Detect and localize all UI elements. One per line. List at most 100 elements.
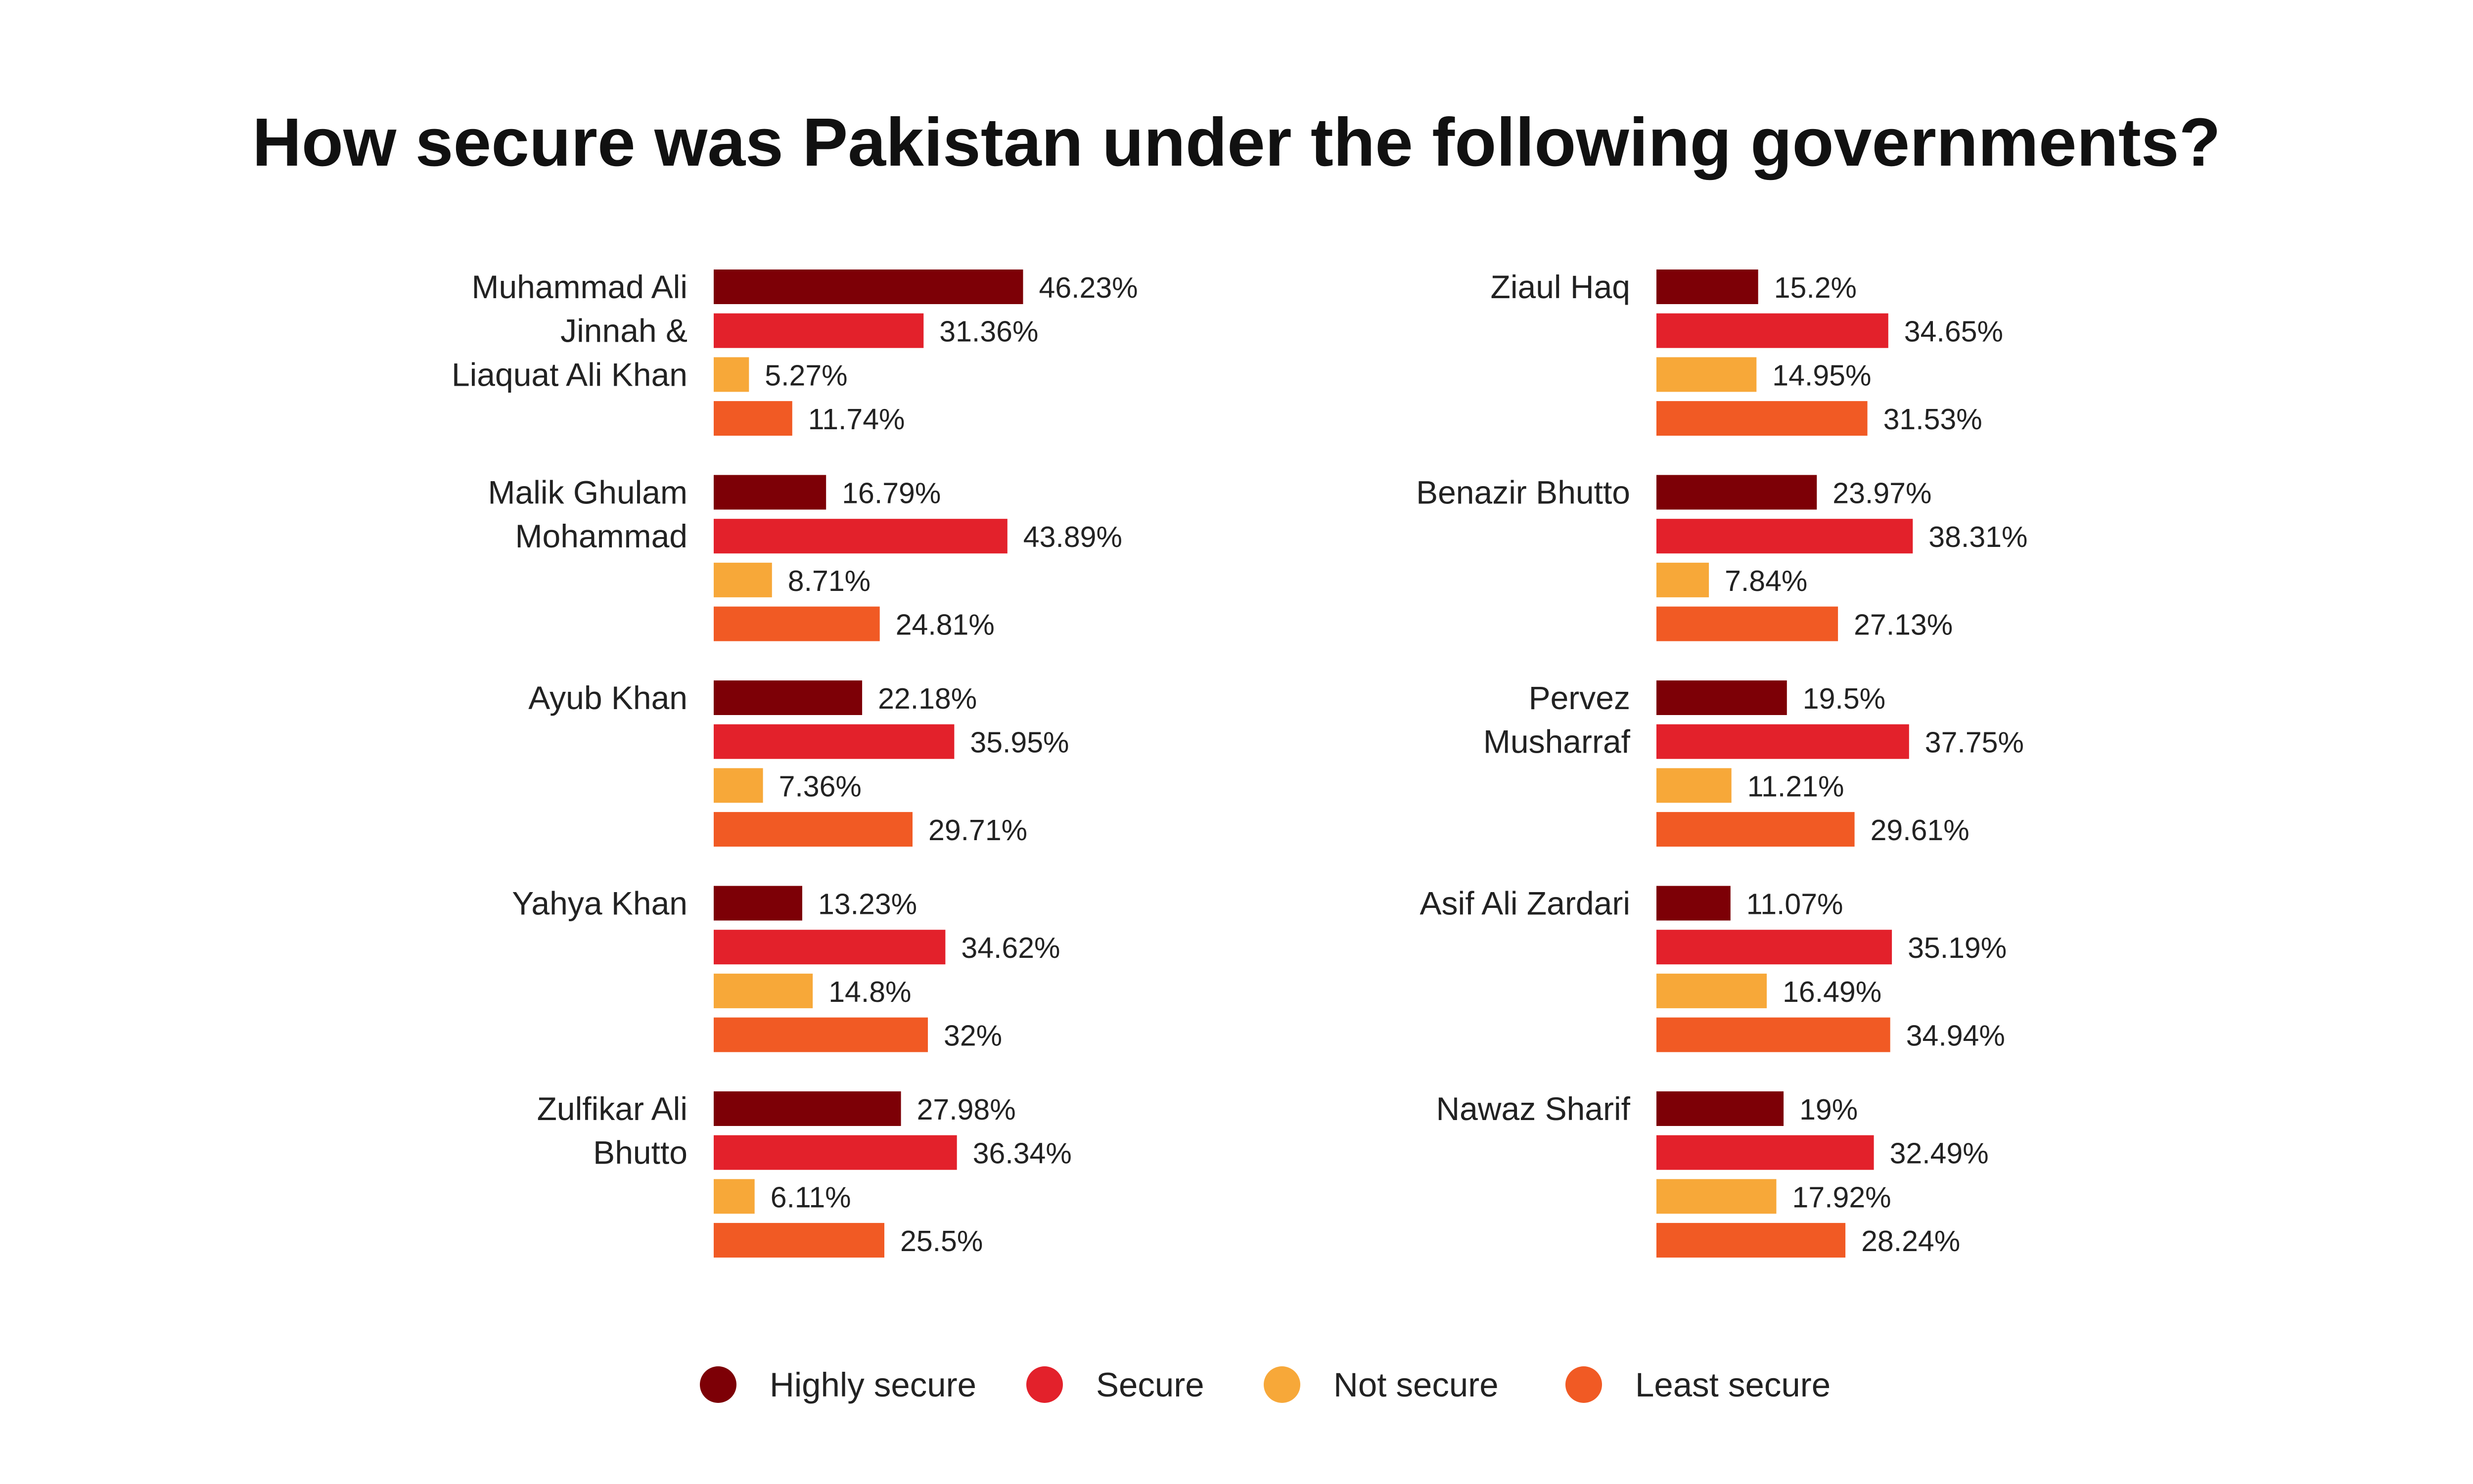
value-label: 32% [944, 1020, 1002, 1052]
bar-not-secure [714, 1179, 755, 1214]
bar-secure [1656, 313, 1888, 348]
category-label: Muhammad Ali [471, 269, 687, 305]
bar-secure [714, 724, 955, 759]
category-label: Ziaul Haq [1491, 269, 1630, 305]
group-asif-ali-zardari: Asif Ali Zardari 11.07% 35.19% 16.49% 34.94% [1420, 885, 2007, 1052]
legend-swatch [1264, 1366, 1300, 1403]
bar-highly-secure [714, 1091, 901, 1126]
value-label: 25.5% [900, 1225, 983, 1258]
bar-not-secure [714, 973, 813, 1008]
bar-not-secure [1656, 1179, 1777, 1214]
legend-swatch [1026, 1366, 1063, 1403]
value-label: 19.5% [1803, 682, 1885, 715]
legend-item-highly-secure: Highly secure [700, 1366, 976, 1404]
value-label: 11.21% [1747, 770, 1844, 803]
value-label: 31.36% [939, 315, 1038, 348]
category-label: Mohammad [515, 518, 687, 554]
group-pervez-musharraf: Pervez Musharraf 19.5% 37.75% 11.21% 29.61% [1483, 679, 2024, 847]
value-label: 46.23% [1039, 271, 1138, 304]
bar-highly-secure [1656, 475, 1817, 510]
group-benazir-bhutto: Benazir Bhutto 23.97% 38.31% 7.84% 27.13% [1416, 474, 2027, 641]
value-label: 8.71% [788, 565, 870, 597]
value-label: 13.23% [818, 888, 917, 921]
bar-not-secure [714, 562, 772, 597]
legend-item-least-secure: Least secure [1565, 1366, 1831, 1404]
value-label: 27.13% [1854, 609, 1953, 641]
bar-highly-secure [714, 270, 1023, 304]
bar-groups: Muhammad Ali Jinnah & Liaquat Ali Khan 46.2… [452, 269, 2027, 1258]
value-label: 34.65% [1904, 315, 2003, 348]
bar-secure [714, 1135, 957, 1170]
value-label: 43.89% [1023, 521, 1122, 553]
bar-least-secure [714, 1017, 928, 1052]
value-label: 29.71% [928, 814, 1027, 847]
value-label: 14.95% [1772, 359, 1871, 392]
bar-not-secure [714, 768, 763, 803]
value-label: 28.24% [1861, 1225, 1960, 1258]
value-label: 32.49% [1890, 1137, 1989, 1170]
value-label: 11.07% [1746, 888, 1843, 921]
bar-not-secure [1656, 357, 1757, 392]
legend-label: Secure [1096, 1366, 1204, 1404]
bar-not-secure [1656, 562, 1709, 597]
category-label: Musharraf [1483, 723, 1631, 760]
bar-least-secure [1656, 812, 1855, 847]
legend-item-not-secure: Not secure [1264, 1366, 1499, 1404]
bar-highly-secure [1656, 680, 1787, 715]
category-label: Liaquat Ali Khan [452, 356, 687, 393]
value-label: 35.19% [1908, 932, 2007, 964]
group-zulfikar-ali-bhutto: Zulfikar Ali Bhutto 27.98% 36.34% 6.11% 25.5% [537, 1090, 1072, 1258]
legend: Highly secure Secure Not secure Least secur… [700, 1366, 1831, 1404]
value-label: 17.92% [1792, 1181, 1891, 1214]
legend-item-secure: Secure [1026, 1366, 1204, 1404]
value-label: 14.8% [828, 976, 911, 1008]
value-label: 19% [1799, 1093, 1858, 1126]
category-label: Jinnah & [560, 313, 687, 349]
bar-secure [714, 930, 946, 965]
bar-least-secure [714, 812, 913, 847]
value-label: 23.97% [1832, 477, 1931, 510]
value-label: 27.98% [917, 1093, 1016, 1126]
value-label: 36.34% [973, 1137, 1072, 1170]
bar-least-secure [714, 401, 792, 436]
category-label: Benazir Bhutto [1416, 474, 1630, 511]
bar-secure [1656, 1135, 1874, 1170]
category-label: Zulfikar Ali [537, 1090, 687, 1127]
value-label: 7.84% [1725, 565, 1807, 597]
bar-not-secure [714, 357, 749, 392]
legend-label: Least secure [1635, 1366, 1831, 1404]
bar-secure [1656, 724, 1909, 759]
value-label: 37.75% [1925, 726, 2024, 759]
value-label: 34.62% [961, 932, 1060, 964]
category-label: Asif Ali Zardari [1420, 885, 1630, 922]
bar-highly-secure [714, 680, 863, 715]
group-nawaz-sharif: Nawaz Sharif 19% 32.49% 17.92% 28.24% [1436, 1090, 1989, 1258]
value-label: 16.49% [1783, 976, 1881, 1008]
category-label: Pervez [1529, 679, 1630, 716]
bar-highly-secure [1656, 886, 1731, 921]
bar-highly-secure [714, 886, 802, 921]
value-label: 31.53% [1883, 403, 1982, 436]
category-label: Bhutto [593, 1134, 687, 1171]
value-label: 22.18% [878, 682, 977, 715]
bar-highly-secure [1656, 270, 1758, 304]
category-label: Nawaz Sharif [1436, 1090, 1631, 1127]
value-label: 15.2% [1774, 271, 1857, 304]
bar-least-secure [1656, 1223, 1846, 1258]
value-label: 35.95% [970, 726, 1069, 759]
value-label: 34.94% [1906, 1020, 2005, 1052]
category-label: Ayub Khan [528, 679, 687, 716]
bar-secure [714, 519, 1008, 554]
value-label: 11.74% [808, 403, 905, 436]
bar-least-secure [714, 606, 880, 641]
chart-title: How secure was Pakistan under the follow… [252, 104, 2221, 180]
legend-swatch [1565, 1366, 1602, 1403]
group-muhammad-ali-jinnah-and-liaquat-ali-khan: Muhammad Ali Jinnah & Liaquat Ali Khan 46.2… [452, 269, 1138, 436]
group-ziaul-haq: Ziaul Haq 15.2% 34.65% 14.95% 31.53% [1491, 269, 2003, 436]
value-label: 24.81% [896, 609, 995, 641]
bar-secure [1656, 930, 1892, 965]
value-label: 5.27% [765, 359, 847, 392]
value-label: 29.61% [1871, 814, 1969, 847]
bar-least-secure [714, 1223, 884, 1258]
